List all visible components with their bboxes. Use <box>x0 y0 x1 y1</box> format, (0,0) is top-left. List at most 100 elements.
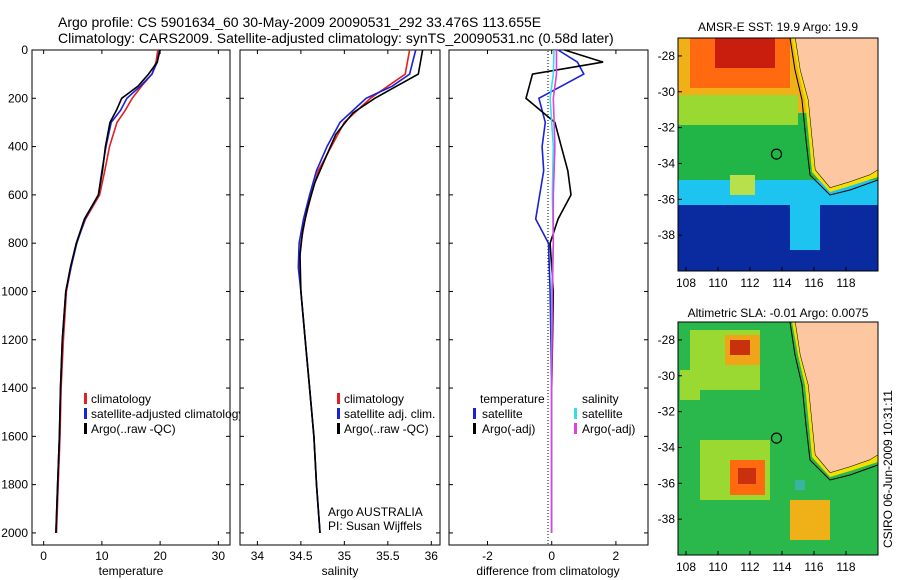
sst-lon-label: 112 <box>740 276 759 290</box>
legend-label-satellite: satellite adj. clim. <box>344 407 435 421</box>
difference-xtick-label: -2 <box>482 549 493 563</box>
difference-xtick-label: 0 <box>548 549 555 563</box>
legend-swatch-temp-argo <box>473 423 476 434</box>
legend-swatch-satellite <box>337 408 340 419</box>
pi-annotation: PI: Susan Wijffels <box>328 519 422 533</box>
salinity-lines <box>297 49 424 533</box>
sla-lon-label: 118 <box>836 560 855 574</box>
depth-tick-label: 1800 <box>1 478 28 492</box>
legend-label-temp-argo: Argo(-adj) <box>482 422 535 436</box>
legend-swatch-satellite <box>84 408 87 419</box>
sst-lon-label: 110 <box>708 276 727 290</box>
depth-tick-label: 800 <box>8 236 28 250</box>
depth-tick-label: 1600 <box>1 429 28 443</box>
salinity-xtick-label: 35 <box>338 549 352 563</box>
sst-lat-label: -28 <box>658 49 676 63</box>
sla-map-title: Altimetric SLA: -0.01 Argo: 0.0075 <box>688 306 869 320</box>
sla-lon-label: 114 <box>772 560 791 574</box>
legend-swatch-argo <box>84 423 87 434</box>
difference-xtick-label: 2 <box>613 549 620 563</box>
difference-series-salinity-argo-adj- <box>550 50 558 533</box>
sst-lat-label: -38 <box>658 228 676 242</box>
argo-australia-annotation: Argo AUSTRALIA <box>328 505 423 519</box>
sla-lat-label: -36 <box>658 476 676 490</box>
sla-lat-label: -28 <box>658 333 676 347</box>
sla-lat-label: -30 <box>658 369 676 383</box>
depth-tick-label: 400 <box>8 140 28 154</box>
legend-label-climatology: climatology <box>344 392 404 406</box>
sla-lon-label: 112 <box>740 560 759 574</box>
difference-legend: temperature satellite Argo(-adj) salinit… <box>473 392 635 436</box>
difference-lines <box>525 49 604 533</box>
sst-lat-label: -34 <box>658 156 676 170</box>
sla-lon-label: 108 <box>676 560 696 574</box>
temperature-legend: climatology satellite-adjusted climatolo… <box>84 392 244 436</box>
sla-lat-label: -38 <box>658 512 676 526</box>
temperature-panel: 0 200 400 600 800 1000 1200 1400 1600 1800 2000 0 10… <box>1 43 244 578</box>
temperature-lines <box>55 49 161 533</box>
sla-float-marker <box>770 432 783 444</box>
legend-label-argo: Argo(..raw -QC) <box>344 422 429 436</box>
sla-lat-label: -34 <box>658 440 676 454</box>
temperature-ticks: 0 200 400 600 800 1000 1200 1400 1600 1800 2000 0 10… <box>1 43 230 563</box>
sst-lat-label: -30 <box>658 85 676 99</box>
salinity-xtick-label: 34 <box>251 549 265 563</box>
difference-panel: -2 0 2 difference from climatology tempera… <box>448 49 649 578</box>
temperature-xtick-label: 10 <box>95 549 109 563</box>
salinity-legend: climatology satellite adj. clim. Argo(..… <box>337 392 435 436</box>
legend-label-temp-satellite: satellite <box>482 407 523 421</box>
sla-lon-label: 110 <box>708 560 727 574</box>
legend-swatch-temp-satellite <box>473 408 476 419</box>
legend-label-sal-argo: Argo(-adj) <box>582 422 635 436</box>
legend-swatch-climatology <box>337 393 340 404</box>
sst-map-image <box>678 38 878 271</box>
sst-lon-label: 118 <box>836 276 855 290</box>
difference-series-temperature-satellite <box>534 49 585 533</box>
difference-ticks: -2 0 2 <box>449 49 648 563</box>
salinity-ticks: 34 34.5 35 35.5 36 <box>240 49 440 563</box>
depth-tick-label: 0 <box>21 43 28 57</box>
sst-lat-label: -32 <box>658 121 676 135</box>
legend-label-argo: Argo(..raw -QC) <box>91 422 176 436</box>
sst-map-panel: AMSR-E SST: 19.9 Argo: 19.9 108 110 112 114… <box>658 20 879 290</box>
legend-swatch-sal-satellite <box>574 408 577 419</box>
figure-title-line2: Climatology: CARS2009. Satellite-adjuste… <box>58 30 614 46</box>
depth-tick-label: 1400 <box>1 381 28 395</box>
sla-map-panel: Altimetric SLA: -0.01 Argo: 0.0075 108 11… <box>658 306 879 574</box>
depth-tick-label: 1000 <box>1 284 28 298</box>
salinity-panel: 34 34.5 35 35.5 36 salinity climatology sate… <box>239 49 441 578</box>
sla-map-image <box>678 322 878 555</box>
temperature-xtick-label: 0 <box>40 549 47 563</box>
legend-swatch-climatology <box>84 393 87 404</box>
sla-lon-label: 116 <box>804 560 823 574</box>
salinity-xtick-label: 35.5 <box>376 549 400 563</box>
salinity-xlabel: salinity <box>322 564 359 578</box>
legend-title-salinity: salinity <box>582 392 619 406</box>
temperature-axes <box>31 49 231 546</box>
legend-label-satellite: satellite-adjusted climatology <box>91 407 244 421</box>
sla-lat-label: -32 <box>658 405 676 419</box>
sst-lon-label: 114 <box>772 276 791 290</box>
legend-title-temperature: temperature <box>480 392 545 406</box>
temperature-xtick-label: 20 <box>153 549 167 563</box>
salinity-series-argo-raw-qc- <box>299 49 424 533</box>
salinity-xtick-label: 34.5 <box>289 549 313 563</box>
legend-label-sal-satellite: satellite <box>582 407 623 421</box>
figure-title-line1: Argo profile: CS 5901634_60 30-May-2009 … <box>58 14 541 30</box>
sst-map-title: AMSR-E SST: 19.9 Argo: 19.9 <box>698 20 858 34</box>
sst-map-ticks: 108 110 112 114 116 118 -28 -30 -32 -34 -36 -38 <box>658 49 856 290</box>
temperature-xlabel: temperature <box>99 564 164 578</box>
legend-swatch-argo <box>337 423 340 434</box>
difference-series-temperature-argo-adj- <box>525 49 604 533</box>
sst-lon-label: 108 <box>676 276 696 290</box>
depth-tick-label: 1200 <box>1 333 28 347</box>
sst-float-marker <box>770 148 783 160</box>
legend-label-climatology: climatology <box>91 392 151 406</box>
temperature-xtick-label: 30 <box>212 549 226 563</box>
legend-swatch-sal-argo <box>574 423 577 434</box>
depth-tick-label: 600 <box>8 188 28 202</box>
sst-lon-label: 116 <box>804 276 823 290</box>
depth-tick-label: 2000 <box>1 526 28 540</box>
depth-tick-label: 200 <box>8 91 28 105</box>
